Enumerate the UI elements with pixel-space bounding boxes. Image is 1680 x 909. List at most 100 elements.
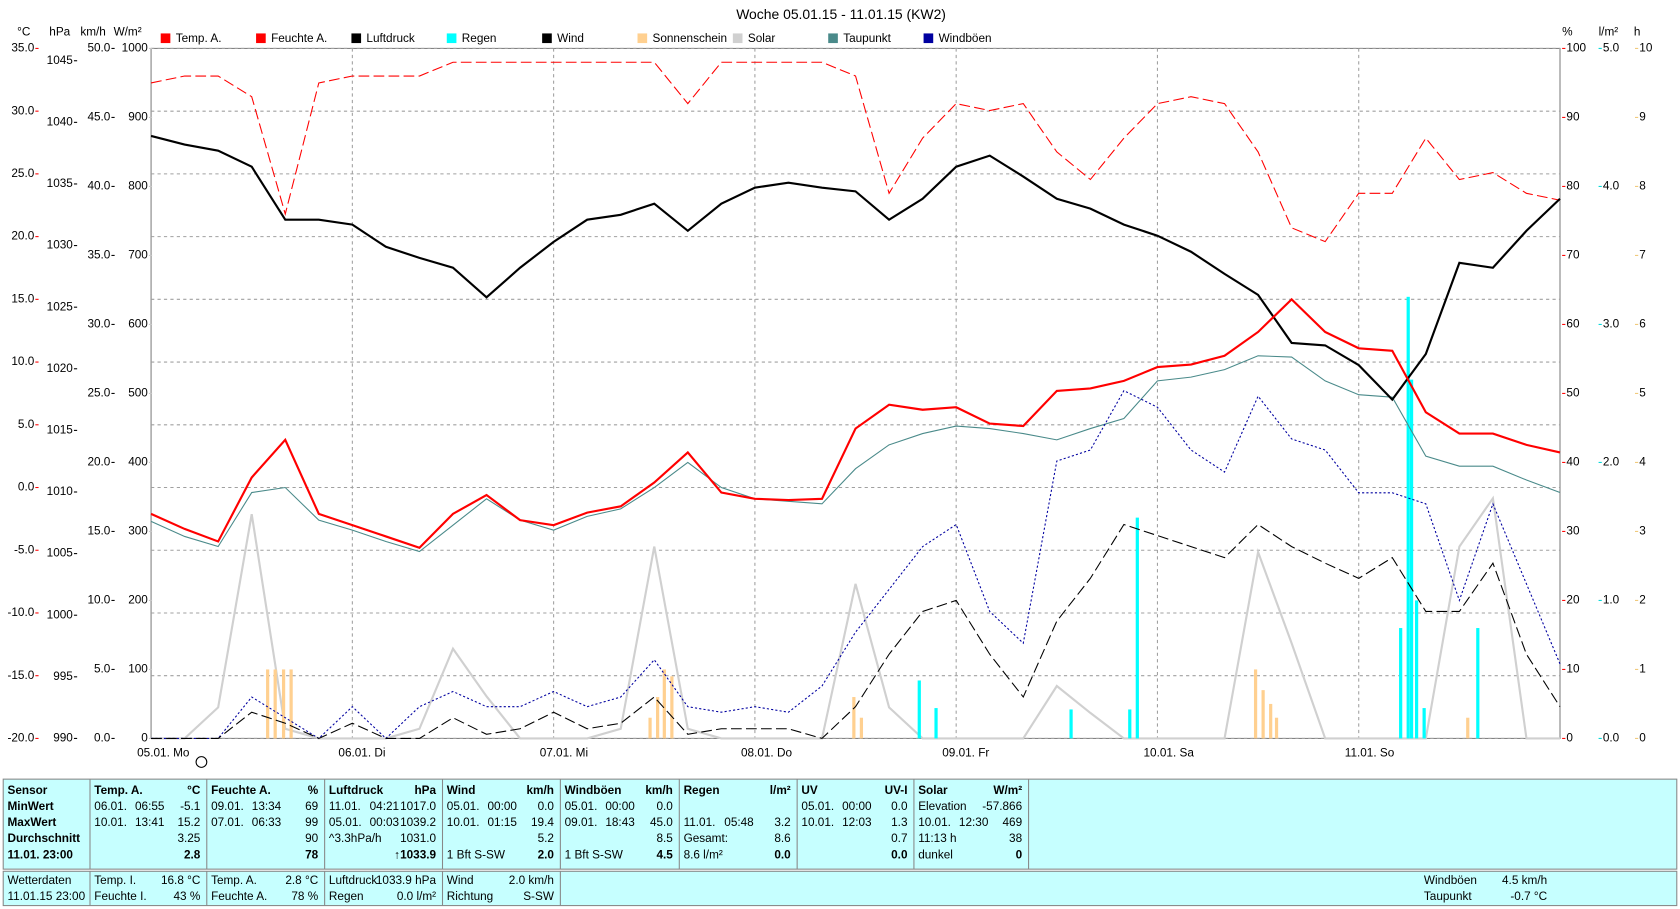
y-tick-label: 100 [128, 663, 148, 676]
current-value: 0.0 l/m² [397, 890, 436, 903]
stats-value: 2.0 [538, 848, 555, 861]
legend-label: Sonnenschein [653, 32, 728, 45]
legend-label: Wind [557, 32, 584, 45]
bar [266, 669, 270, 739]
stats-value: 3.25 [177, 832, 200, 845]
stats-header: l/m² [770, 784, 791, 797]
chart-title: Woche 05.01.15 - 11.01.15 (KW2) [736, 6, 946, 22]
stats-label: MinWert [8, 800, 54, 813]
stats-value: 1.3 [891, 816, 908, 829]
y-tick-label: 0 [1639, 732, 1646, 745]
stats-label: 1 Bft S-SW [447, 848, 506, 861]
y-tick-label: 25.0 [11, 167, 34, 180]
stats-label: 18:43 [605, 816, 635, 829]
stats-label: 1 Bft S-SW [565, 848, 624, 861]
stats-value: -57.866 [982, 800, 1022, 813]
y-tick-label: 5 [1639, 387, 1646, 400]
series-line [151, 523, 1561, 740]
y-tick-label: 50.0 [87, 42, 110, 55]
y-tick-label: 4.0 [1603, 180, 1620, 193]
stats-value: 1039.2 [400, 816, 436, 829]
stats-label: 01:15 [487, 816, 517, 829]
y-tick-label: 990 [53, 732, 73, 745]
y-tick-label: 1.0 [1603, 594, 1620, 607]
bar [648, 717, 652, 739]
y-tick-label: 45.0 [87, 111, 110, 124]
current-label: Richtung [447, 890, 493, 903]
y-tick-label: 30 [1566, 525, 1580, 538]
y-tick-label: 40 [1566, 456, 1580, 469]
y-tick-label: 10.0 [87, 594, 110, 607]
y-tick-label: 90 [1566, 111, 1580, 124]
stats-header: UV-I [885, 784, 908, 797]
stats-value: 19.4 [531, 816, 554, 829]
stats-header: % [308, 784, 319, 797]
y-tick-label: 300 [128, 525, 148, 538]
bar [662, 669, 666, 739]
stats-label: 10.01. [447, 816, 480, 829]
current-label: Windböen [1424, 874, 1477, 887]
stats-value: 469 [1003, 816, 1023, 829]
stats-label: 11.01. [684, 816, 716, 829]
stats-header: W/m² [993, 784, 1022, 797]
y-tick-label: 900 [128, 111, 148, 124]
stats-value: 90 [305, 832, 319, 845]
y-tick-label: 5.0 [18, 418, 35, 431]
current-value: 78 % [291, 890, 318, 903]
stats-label: MaxWert [8, 816, 57, 829]
stats-label: 07.01. [211, 816, 244, 829]
y-tick-label: 10 [1566, 663, 1580, 676]
bar [1422, 708, 1426, 739]
bar [1414, 600, 1419, 739]
current-label: 11.01.15 23:00 [8, 890, 86, 903]
stats-header: °C [187, 784, 201, 797]
plot-area [150, 47, 1561, 739]
stats-header: Sensor [8, 784, 48, 797]
y-tick-label: 35.0 [11, 42, 34, 55]
stats-value: ↑1033.9 [394, 848, 436, 861]
y-tick-label: 35.0 [87, 249, 110, 262]
legend-label: Feuchte A. [271, 32, 327, 45]
stats-value: 0.0 [891, 848, 908, 861]
axis-label: km/h [80, 25, 106, 38]
stats-label: dunkel [918, 848, 953, 861]
stats-header: Wind [447, 784, 476, 797]
y-tick-label: 30.0 [11, 104, 34, 117]
y-tick-label: 3 [1639, 525, 1646, 538]
stats-label: 00:00 [487, 800, 517, 813]
y-tick-label: 800 [128, 180, 148, 193]
stats-value: 15.2 [177, 816, 200, 829]
stats-value: 78 [305, 848, 319, 861]
stats-label: 05:48 [724, 816, 754, 829]
current-label: Temp. I. [94, 874, 136, 887]
stats-header: km/h [645, 784, 672, 797]
y-tick-label: 1020 [47, 362, 74, 375]
y-tick-label: 70 [1566, 249, 1580, 262]
stats-label: ^3.3hPa/h [329, 832, 382, 845]
stats-label: 11:13 h [918, 832, 956, 845]
stats-header: Temp. A. [94, 784, 142, 797]
legend-swatch [160, 33, 171, 44]
bar [1128, 709, 1132, 739]
legend-label: Temp. A. [176, 32, 222, 45]
legend-swatch [351, 33, 362, 44]
y-tick-label: 0 [1566, 732, 1573, 745]
stats-label: 06:33 [252, 816, 282, 829]
stats-value: 0.0 [891, 800, 908, 813]
stats-value: 0.0 [538, 800, 555, 813]
stats-label: 06.01. [94, 800, 127, 813]
legend-swatch [446, 33, 457, 44]
stats-label: 8.6 l/m² [684, 848, 723, 861]
x-tick-label: 11.01. So [1345, 747, 1395, 760]
stats-value: 0.0 [774, 848, 791, 861]
y-tick-label: 1015 [47, 424, 74, 437]
bar [670, 676, 674, 739]
stats-label: Durchschnitt [8, 832, 81, 845]
axis-label: l/m² [1599, 25, 1619, 38]
y-tick-label: 3.0 [1603, 318, 1620, 331]
stats-header: Regen [684, 784, 720, 797]
stats-header: Luftdruck [329, 784, 384, 797]
stats-value: 2.8 [184, 848, 201, 861]
y-tick-label: 1000 [122, 42, 149, 55]
bar [1269, 703, 1273, 739]
